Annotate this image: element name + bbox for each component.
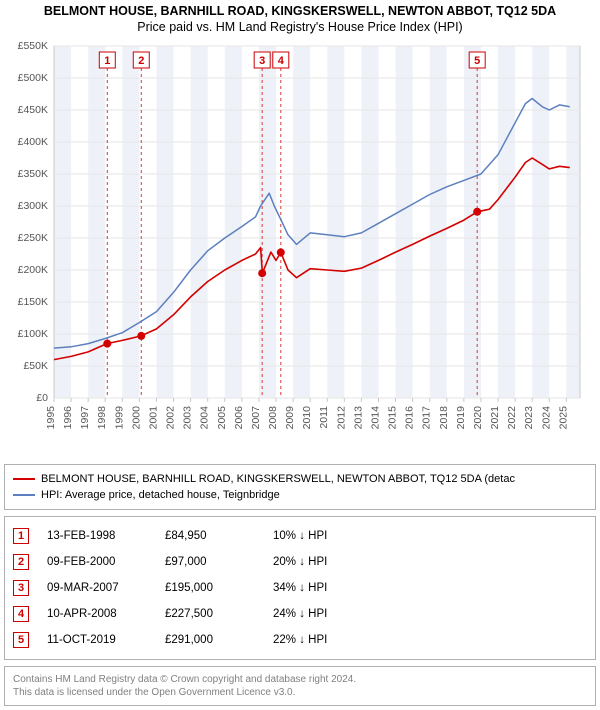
svg-text:2: 2	[138, 55, 144, 67]
svg-text:2013: 2013	[352, 406, 364, 430]
event-date: 13-FEB-1998	[47, 530, 147, 542]
svg-text:2017: 2017	[421, 406, 433, 430]
event-delta: 10% ↓ HPI	[273, 530, 373, 542]
event-price: £84,950	[165, 530, 255, 542]
svg-text:2009: 2009	[284, 406, 296, 430]
svg-text:2022: 2022	[506, 406, 518, 430]
svg-text:£350K: £350K	[18, 168, 48, 180]
event-delta: 20% ↓ HPI	[273, 556, 373, 568]
svg-text:2023: 2023	[523, 406, 535, 430]
svg-text:1: 1	[104, 55, 110, 67]
svg-text:5: 5	[474, 55, 480, 67]
event-price: £291,000	[165, 634, 255, 646]
svg-text:2021: 2021	[489, 406, 501, 430]
events-table: 1 13-FEB-1998 £84,950 10% ↓ HPI 2 09-FEB-2000…	[4, 516, 596, 660]
event-badge: 2	[13, 554, 29, 570]
svg-text:2011: 2011	[318, 406, 330, 429]
event-date: 10-APR-2008	[47, 608, 147, 620]
svg-text:2007: 2007	[250, 406, 262, 430]
event-price: £195,000	[165, 582, 255, 594]
event-row: 4 10-APR-2008 £227,500 24% ↓ HPI	[13, 601, 587, 627]
svg-text:2018: 2018	[438, 406, 450, 430]
svg-text:2006: 2006	[233, 406, 245, 430]
svg-text:1998: 1998	[96, 406, 108, 430]
event-date: 09-FEB-2000	[47, 556, 147, 568]
svg-text:£300K: £300K	[18, 200, 48, 212]
event-delta: 22% ↓ HPI	[273, 634, 373, 646]
legend: BELMONT HOUSE, BARNHILL ROAD, KINGSKERSW…	[4, 464, 596, 510]
event-delta: 34% ↓ HPI	[273, 582, 373, 594]
svg-text:2005: 2005	[216, 406, 228, 430]
event-price: £97,000	[165, 556, 255, 568]
event-date: 11-OCT-2019	[47, 634, 147, 646]
event-date: 09-MAR-2007	[47, 582, 147, 594]
svg-text:1995: 1995	[45, 406, 57, 430]
legend-row: BELMONT HOUSE, BARNHILL ROAD, KINGSKERSW…	[13, 471, 587, 487]
event-row: 2 09-FEB-2000 £97,000 20% ↓ HPI	[13, 549, 587, 575]
svg-text:2012: 2012	[335, 406, 347, 430]
event-row: 1 13-FEB-1998 £84,950 10% ↓ HPI	[13, 523, 587, 549]
event-badge: 4	[13, 606, 29, 622]
svg-text:1996: 1996	[62, 406, 74, 430]
svg-text:2025: 2025	[557, 406, 569, 430]
svg-text:£150K: £150K	[18, 296, 48, 308]
event-badge: 3	[13, 580, 29, 596]
svg-text:2004: 2004	[199, 406, 211, 430]
event-badge: 1	[13, 528, 29, 544]
svg-text:2016: 2016	[404, 406, 416, 430]
legend-label: HPI: Average price, detached house, Teig…	[41, 489, 280, 501]
svg-text:2000: 2000	[130, 406, 142, 430]
svg-text:2014: 2014	[369, 406, 381, 430]
svg-text:3: 3	[259, 55, 265, 67]
event-row: 3 09-MAR-2007 £195,000 34% ↓ HPI	[13, 575, 587, 601]
footer-line-1: Contains HM Land Registry data © Crown c…	[13, 673, 587, 686]
svg-text:£550K: £550K	[18, 40, 48, 52]
svg-text:4: 4	[278, 55, 285, 67]
svg-text:1997: 1997	[79, 406, 91, 430]
svg-text:£100K: £100K	[18, 328, 48, 340]
title-main: BELMONT HOUSE, BARNHILL ROAD, KINGSKERSW…	[4, 4, 596, 18]
svg-text:2002: 2002	[165, 406, 177, 430]
svg-text:2024: 2024	[540, 406, 552, 430]
svg-text:2003: 2003	[182, 406, 194, 430]
title-sub: Price paid vs. HM Land Registry's House …	[4, 20, 596, 34]
legend-swatch	[13, 494, 35, 496]
footer-line-2: This data is licensed under the Open Gov…	[13, 686, 587, 699]
svg-text:£0: £0	[36, 392, 48, 404]
svg-text:2020: 2020	[472, 406, 484, 430]
svg-text:1999: 1999	[113, 406, 125, 430]
svg-text:£250K: £250K	[18, 232, 48, 244]
svg-text:£50K: £50K	[23, 360, 48, 372]
svg-text:£200K: £200K	[18, 264, 48, 276]
price-chart: £0 £50K £100K £150K £200K £250K £300K £350K £400…	[4, 38, 584, 458]
svg-text:2010: 2010	[301, 406, 313, 430]
legend-label: BELMONT HOUSE, BARNHILL ROAD, KINGSKERSW…	[41, 473, 515, 485]
legend-row: HPI: Average price, detached house, Teig…	[13, 487, 587, 503]
svg-text:2015: 2015	[387, 406, 399, 430]
svg-text:2008: 2008	[267, 406, 279, 430]
svg-text:£400K: £400K	[18, 136, 48, 148]
event-delta: 24% ↓ HPI	[273, 608, 373, 620]
title-block: BELMONT HOUSE, BARNHILL ROAD, KINGSKERSW…	[4, 4, 596, 34]
svg-text:2001: 2001	[147, 406, 159, 430]
event-badge: 5	[13, 632, 29, 648]
footer: Contains HM Land Registry data © Crown c…	[4, 666, 596, 706]
legend-swatch	[13, 478, 35, 480]
svg-text:2019: 2019	[455, 406, 467, 430]
event-row: 5 11-OCT-2019 £291,000 22% ↓ HPI	[13, 627, 587, 653]
svg-text:£500K: £500K	[18, 72, 48, 84]
svg-text:£450K: £450K	[18, 104, 48, 116]
event-price: £227,500	[165, 608, 255, 620]
